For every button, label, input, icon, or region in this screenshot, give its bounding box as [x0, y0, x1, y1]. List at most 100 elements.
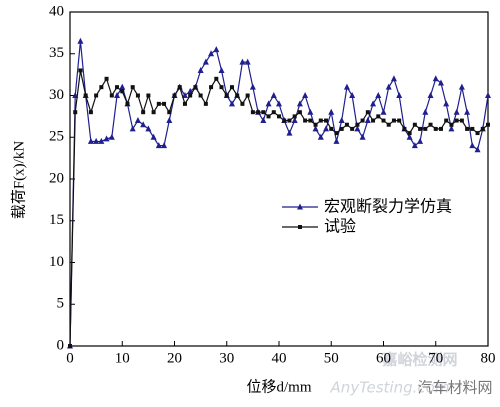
data-point: [406, 133, 413, 140]
data-point: [266, 114, 271, 119]
data-point: [297, 110, 302, 115]
y-tick-label: 25: [49, 129, 64, 145]
data-point: [260, 117, 267, 124]
data-point: [371, 118, 376, 123]
data-point: [370, 100, 377, 107]
data-point: [365, 110, 370, 115]
data-point: [130, 85, 135, 90]
data-point: [78, 68, 83, 73]
data-point: [224, 93, 229, 98]
data-point: [386, 122, 391, 127]
data-point: [270, 92, 277, 98]
data-point: [470, 126, 475, 131]
data-point: [375, 92, 382, 98]
data-point: [141, 110, 146, 115]
data-point: [245, 93, 250, 98]
data-point: [193, 85, 198, 90]
x-tick-label: 0: [66, 350, 74, 366]
data-point: [318, 118, 323, 123]
y-tick-label: 15: [49, 212, 64, 228]
data-point: [423, 126, 428, 131]
data-point: [437, 79, 444, 86]
data-point: [474, 146, 481, 153]
data-point: [453, 108, 460, 115]
data-point: [485, 92, 491, 98]
x-tick-label: 70: [428, 350, 443, 366]
data-point: [339, 126, 344, 131]
data-point: [411, 142, 418, 149]
x-tick-label: 80: [481, 350, 496, 366]
data-point: [412, 122, 417, 127]
data-point: [235, 93, 240, 98]
data-point: [344, 122, 349, 127]
data-point: [109, 93, 114, 98]
x-tick-label: 50: [324, 350, 339, 366]
data-point: [475, 131, 480, 136]
data-point: [308, 118, 313, 123]
data-point: [354, 125, 361, 132]
data-point: [402, 126, 407, 131]
legend-label: 宏观断裂力学仿真: [324, 197, 452, 216]
data-point: [385, 83, 392, 90]
data-point: [73, 110, 78, 115]
data-point: [390, 75, 397, 82]
data-point: [209, 85, 214, 90]
data-point: [333, 137, 340, 144]
data-point: [87, 137, 94, 144]
y-tick-label: 20: [49, 170, 64, 186]
data-point: [103, 135, 110, 142]
data-point: [151, 110, 156, 115]
data-point: [397, 118, 402, 123]
data-point: [427, 92, 434, 98]
data-point: [355, 122, 360, 127]
data-point: [323, 125, 330, 132]
data-point: [364, 117, 371, 124]
data-point: [454, 118, 459, 123]
data-point: [312, 125, 319, 132]
data-point: [438, 126, 443, 131]
data-point: [218, 66, 225, 73]
data-point: [125, 101, 130, 106]
data-point: [150, 133, 157, 140]
plot-frame: [69, 11, 489, 347]
data-point: [120, 89, 125, 94]
data-point: [287, 118, 292, 123]
data-point: [380, 108, 387, 115]
data-point: [265, 100, 272, 107]
data-point: [249, 83, 256, 90]
x-tick-label: 30: [219, 350, 234, 366]
data-point: [449, 122, 454, 127]
data-point: [448, 125, 455, 132]
data-point: [458, 83, 465, 90]
x-axis-label: 位移d/mm: [246, 378, 311, 395]
data-point: [104, 76, 109, 81]
data-point: [250, 110, 255, 115]
data-point: [98, 137, 105, 144]
data-point: [282, 118, 287, 123]
data-point: [418, 126, 423, 131]
data-point: [307, 108, 314, 115]
data-point: [291, 117, 298, 124]
y-tick-label: 30: [49, 87, 64, 103]
data-point: [228, 100, 235, 107]
data-point: [296, 100, 303, 107]
y-tick-label: 40: [49, 3, 64, 19]
data-point: [156, 101, 161, 106]
data-point: [114, 92, 121, 98]
data-point: [459, 118, 464, 123]
y-tick-label: 35: [49, 45, 64, 61]
data-point: [134, 117, 141, 124]
data-point: [261, 110, 266, 115]
data-point: [480, 126, 485, 131]
data-point: [214, 76, 219, 81]
y-tick-label: 0: [57, 337, 65, 353]
data-point: [182, 101, 187, 106]
data-point: [108, 133, 115, 140]
data-point: [188, 93, 193, 98]
data-point: [276, 100, 282, 107]
data-point: [486, 122, 490, 127]
legend-marker: [298, 225, 302, 229]
data-point: [161, 142, 168, 149]
data-point: [328, 108, 335, 115]
